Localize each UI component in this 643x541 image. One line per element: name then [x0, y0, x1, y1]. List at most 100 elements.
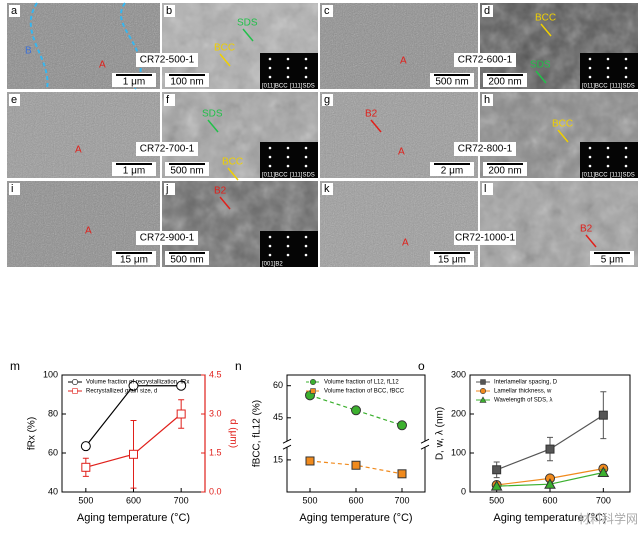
scale-bar-label: 100 nm [170, 77, 203, 88]
data-point [397, 420, 407, 431]
diffraction-spot [624, 57, 628, 61]
diffraction-spot [588, 164, 592, 168]
diffraction-spot [304, 75, 308, 79]
annotation: SDS [202, 109, 223, 120]
scale-bar-bg [430, 73, 474, 87]
y-tick-label: 0 [461, 486, 466, 496]
diffraction-spot [286, 146, 290, 150]
y-tick-label: 100 [43, 369, 58, 379]
y2-tick-label: 1.5 [209, 447, 222, 457]
annotation: A [398, 147, 405, 158]
y-tick-label: 40 [48, 486, 58, 496]
diffraction-spot [268, 75, 272, 79]
panel-letter: j [165, 183, 168, 195]
data-point [129, 449, 138, 459]
data-point [597, 466, 610, 477]
data-point [490, 480, 503, 491]
annotation-arrow [370, 119, 382, 133]
legend-entry: Wavelength of SDS, λ [476, 396, 552, 404]
panel-letter: l [484, 183, 486, 195]
diffraction-spot [588, 66, 592, 70]
panel-letter: f [166, 94, 170, 106]
micrograph: f SDS BCC [011]BCC [111]SDS 500 nm CR72-700-1 [136, 92, 318, 181]
y-tick-label: 80 [48, 408, 58, 418]
axis-break-mark [420, 438, 430, 444]
panel-letter-bg [322, 5, 333, 17]
legend-marker [310, 388, 316, 394]
series-line [309, 394, 403, 426]
diffraction-spot [624, 146, 628, 150]
annotation: B [25, 46, 32, 57]
diffraction-spot [304, 244, 308, 248]
diffraction-spot [286, 235, 290, 239]
legend-marker [480, 388, 487, 395]
diffraction-spot [606, 146, 610, 150]
annotation: SDS [530, 60, 551, 71]
scale-bar-label: 15 μm [120, 255, 148, 266]
sample-label: CR72-600-1 [458, 55, 513, 66]
zone-axis: [011]BCC [582, 84, 608, 90]
axis-break-mark [282, 438, 292, 444]
sample-label-bg [136, 142, 198, 156]
axis-break-gap [422, 441, 428, 448]
data-point [545, 444, 555, 454]
annotation-arrow [540, 23, 552, 37]
diffraction-spot [286, 66, 290, 70]
legend-label: Wavelength of SDS, λ [494, 398, 552, 404]
scale-bar-bg [430, 251, 474, 265]
micrograph: h BCC [011]BCC [111]SDS 200 nm CR72-800-1 [454, 92, 638, 179]
scale-bar-bg [112, 251, 156, 265]
micrograph: l B2 5 μm CR72-1000-1 [454, 181, 638, 267]
scale-bar-bg [165, 162, 209, 176]
x-tick-label: 700 [596, 495, 611, 505]
micrograph: a A B 1 μm [7, 2, 160, 90]
sample-label-bg [136, 53, 198, 67]
legend-marker [310, 379, 317, 386]
diffraction-spot [268, 66, 272, 70]
zone-axis: [011]BCC [582, 173, 608, 179]
sample-label: CR72-1000-1 [455, 233, 515, 244]
diffraction-spot [606, 75, 610, 79]
data-point [176, 409, 186, 419]
y2-axis-label: d (μm) [227, 419, 238, 448]
legend-label: Volume fraction of L12, fL12 [324, 380, 399, 386]
micrograph: j B2 [001]B2 500 nm CR72-900-1 [136, 181, 318, 268]
x-tick-label: 500 [302, 495, 317, 505]
x-tick-label: 600 [126, 495, 141, 505]
legend-entry: Volume fraction of recrystallization, fR… [68, 379, 189, 386]
scale-bar-bg [112, 73, 156, 87]
diffraction-spot [624, 155, 628, 159]
diffraction-spot [268, 164, 272, 168]
zone-axis: [011]BCC [262, 84, 288, 90]
annotation: SDS [237, 18, 258, 29]
y-tick-label: 100 [451, 447, 466, 457]
data-point [351, 405, 361, 416]
scale-bar-bg [165, 251, 209, 265]
diffraction-spot [268, 57, 272, 61]
legend-marker [479, 396, 487, 403]
legend-label: Recrystallized grain size, d [86, 389, 157, 395]
data-point [305, 456, 315, 466]
diffraction-spot [588, 57, 592, 61]
legend-marker [480, 379, 486, 385]
y2-tick-label: 3.0 [209, 408, 222, 418]
y-axis-label: D, w, λ (nm) [435, 407, 446, 460]
panel-letter: b [166, 5, 172, 17]
micrograph: i A 15 μm [7, 181, 160, 267]
diffraction-spot [268, 155, 272, 159]
chart: o 500 600 700 0 100 200 300 Aging temperature (°… [418, 359, 631, 524]
diffraction-spot [304, 253, 308, 257]
panel-letter: m [10, 359, 20, 373]
zone-axis: [111]SDS [610, 173, 635, 179]
panel-letter-bg [482, 5, 493, 17]
data-point [80, 441, 91, 452]
x-tick-label: 700 [174, 495, 189, 505]
x-axis-label: Aging temperature (°C) [493, 512, 606, 524]
scale-bar-label: 1 μm [123, 166, 145, 177]
micrograph: e A 1 μm [7, 92, 160, 178]
sample-label-bg [454, 53, 516, 67]
y-tick-label: 300 [451, 369, 466, 379]
legend-label: Interlamellar spacing, D [494, 380, 558, 386]
scale-bar-label: 500 nm [435, 77, 468, 88]
